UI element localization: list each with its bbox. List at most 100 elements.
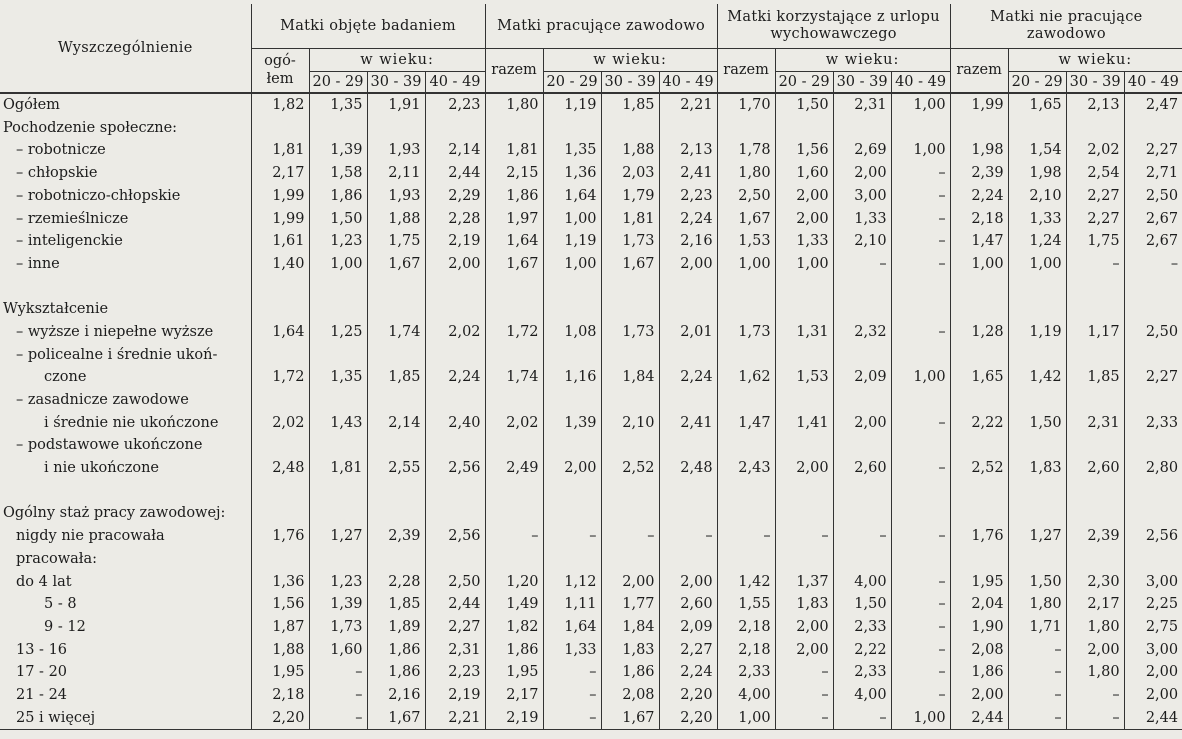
value-cell: 2,52: [949, 457, 1009, 480]
value-cell: [484, 343, 544, 367]
value-cell: 1,86: [484, 184, 544, 208]
value-cell: 1,83: [774, 593, 834, 616]
value-cell: [832, 298, 892, 321]
group-header: Matki korzystające z urlopu wychowawczeg…: [716, 4, 951, 49]
value-cell: 2,33: [832, 661, 892, 684]
value-cell: 2,02: [1065, 139, 1125, 163]
row-label: – wyższe i niepełne wyższe: [16, 323, 214, 340]
value-cell: 1,88: [250, 638, 309, 662]
value-cell: [1123, 275, 1182, 299]
value-cell: [250, 479, 309, 503]
value-cell: 2,20: [658, 683, 718, 707]
value-cell: 1,85: [600, 92, 660, 117]
value-cell: –: [542, 525, 602, 548]
value-cell: [716, 479, 776, 503]
value-cell: 1,72: [250, 366, 309, 389]
value-cell: 1,00: [1007, 252, 1067, 276]
value-cell: 1,50: [832, 593, 892, 616]
value-cell: –: [890, 661, 951, 684]
value-cell: [250, 434, 309, 457]
value-cell: 1,86: [308, 184, 367, 208]
value-cell: –: [1065, 706, 1125, 731]
value-cell: [250, 502, 309, 526]
value-cell: 1,00: [949, 252, 1009, 276]
value-cell: 1,85: [366, 593, 425, 616]
value-cell: [1123, 116, 1182, 140]
value-cell: [716, 343, 776, 367]
value-cell: –: [890, 570, 951, 594]
value-cell: 1,81: [250, 139, 309, 163]
value-cell: 2,69: [832, 139, 892, 163]
value-cell: 2,71: [1123, 162, 1182, 185]
value-cell: –: [308, 661, 367, 684]
table-row: 5 - 8 1,56 1,39 1,85 2,44 1,49 1,11 1,77 2,60 1,5…: [0, 593, 1182, 616]
value-cell: [542, 275, 602, 299]
row-label: 9 - 12: [44, 618, 86, 635]
value-cell: 1,64: [250, 320, 309, 344]
value-cell: [716, 275, 776, 299]
value-cell: 2,41: [658, 411, 718, 435]
table-row: 13 - 16 1,88 1,60 1,86 2,31 1,86 1,33 1,83 2,27 2…: [0, 638, 1182, 662]
value-cell: [1123, 434, 1182, 457]
value-cell: –: [308, 706, 367, 731]
value-cell: –: [1065, 252, 1125, 276]
value-cell: 2,08: [600, 683, 660, 707]
value-cell: [1065, 275, 1125, 299]
value-cell: 2,28: [366, 570, 425, 594]
value-cell: 1,73: [600, 320, 660, 344]
value-cell: 1,70: [716, 92, 776, 117]
value-cell: 1,23: [308, 570, 367, 594]
value-cell: [658, 298, 718, 321]
value-cell: –: [308, 683, 367, 707]
row-label: i średnie nie ukończone: [44, 414, 219, 431]
value-cell: 2,52: [600, 457, 660, 480]
value-cell: [308, 547, 367, 571]
value-cell: 1,76: [949, 525, 1009, 548]
value-cell: 1,00: [890, 366, 951, 389]
value-cell: 1,41: [774, 411, 834, 435]
value-cell: [1065, 479, 1125, 503]
value-cell: –: [890, 230, 951, 253]
total-header: razem: [949, 48, 1009, 94]
value-cell: –: [890, 207, 951, 231]
row-label: czone: [44, 369, 87, 386]
value-cell: 1,86: [484, 638, 544, 662]
value-cell: 1,33: [1007, 207, 1067, 231]
value-cell: 2,47: [1123, 92, 1182, 117]
row-label: i nie ukończone: [44, 460, 160, 477]
value-cell: 2,03: [600, 162, 660, 185]
row-label: – zasadnicze zawodowe: [16, 392, 189, 409]
value-cell: [890, 116, 951, 140]
age-range-header: 30 - 39: [1065, 71, 1125, 94]
value-cell: 2,18: [716, 638, 776, 662]
value-cell: [484, 298, 544, 321]
value-cell: [484, 434, 544, 457]
value-cell: 2,00: [658, 252, 718, 276]
value-cell: 1,60: [774, 162, 834, 185]
value-cell: 1,82: [250, 92, 309, 117]
row-label: – rzemieślnicze: [16, 210, 129, 227]
value-cell: 2,29: [424, 184, 486, 208]
row-label: Ogólny staż pracy zawodowej:: [3, 505, 226, 522]
value-cell: [366, 343, 425, 367]
row-label: Ogółem: [0, 92, 251, 117]
value-cell: [366, 502, 425, 526]
value-cell: [658, 343, 718, 367]
value-cell: 1,36: [542, 162, 602, 185]
value-cell: 1,82: [484, 615, 544, 639]
value-cell: 2,44: [949, 706, 1009, 731]
value-cell: [774, 343, 834, 367]
total-header: razem: [484, 48, 544, 94]
value-cell: [1123, 479, 1182, 503]
value-cell: 1,80: [716, 162, 776, 185]
value-cell: 1,67: [600, 706, 660, 731]
value-cell: 1,64: [542, 615, 602, 639]
value-cell: 2,28: [424, 207, 486, 231]
value-cell: 2,39: [366, 525, 425, 548]
value-cell: [366, 434, 425, 457]
value-cell: [658, 116, 718, 140]
value-cell: 1,65: [1007, 92, 1067, 117]
value-cell: 2,48: [658, 457, 718, 480]
value-cell: [774, 434, 834, 457]
value-cell: 2,16: [658, 230, 718, 253]
